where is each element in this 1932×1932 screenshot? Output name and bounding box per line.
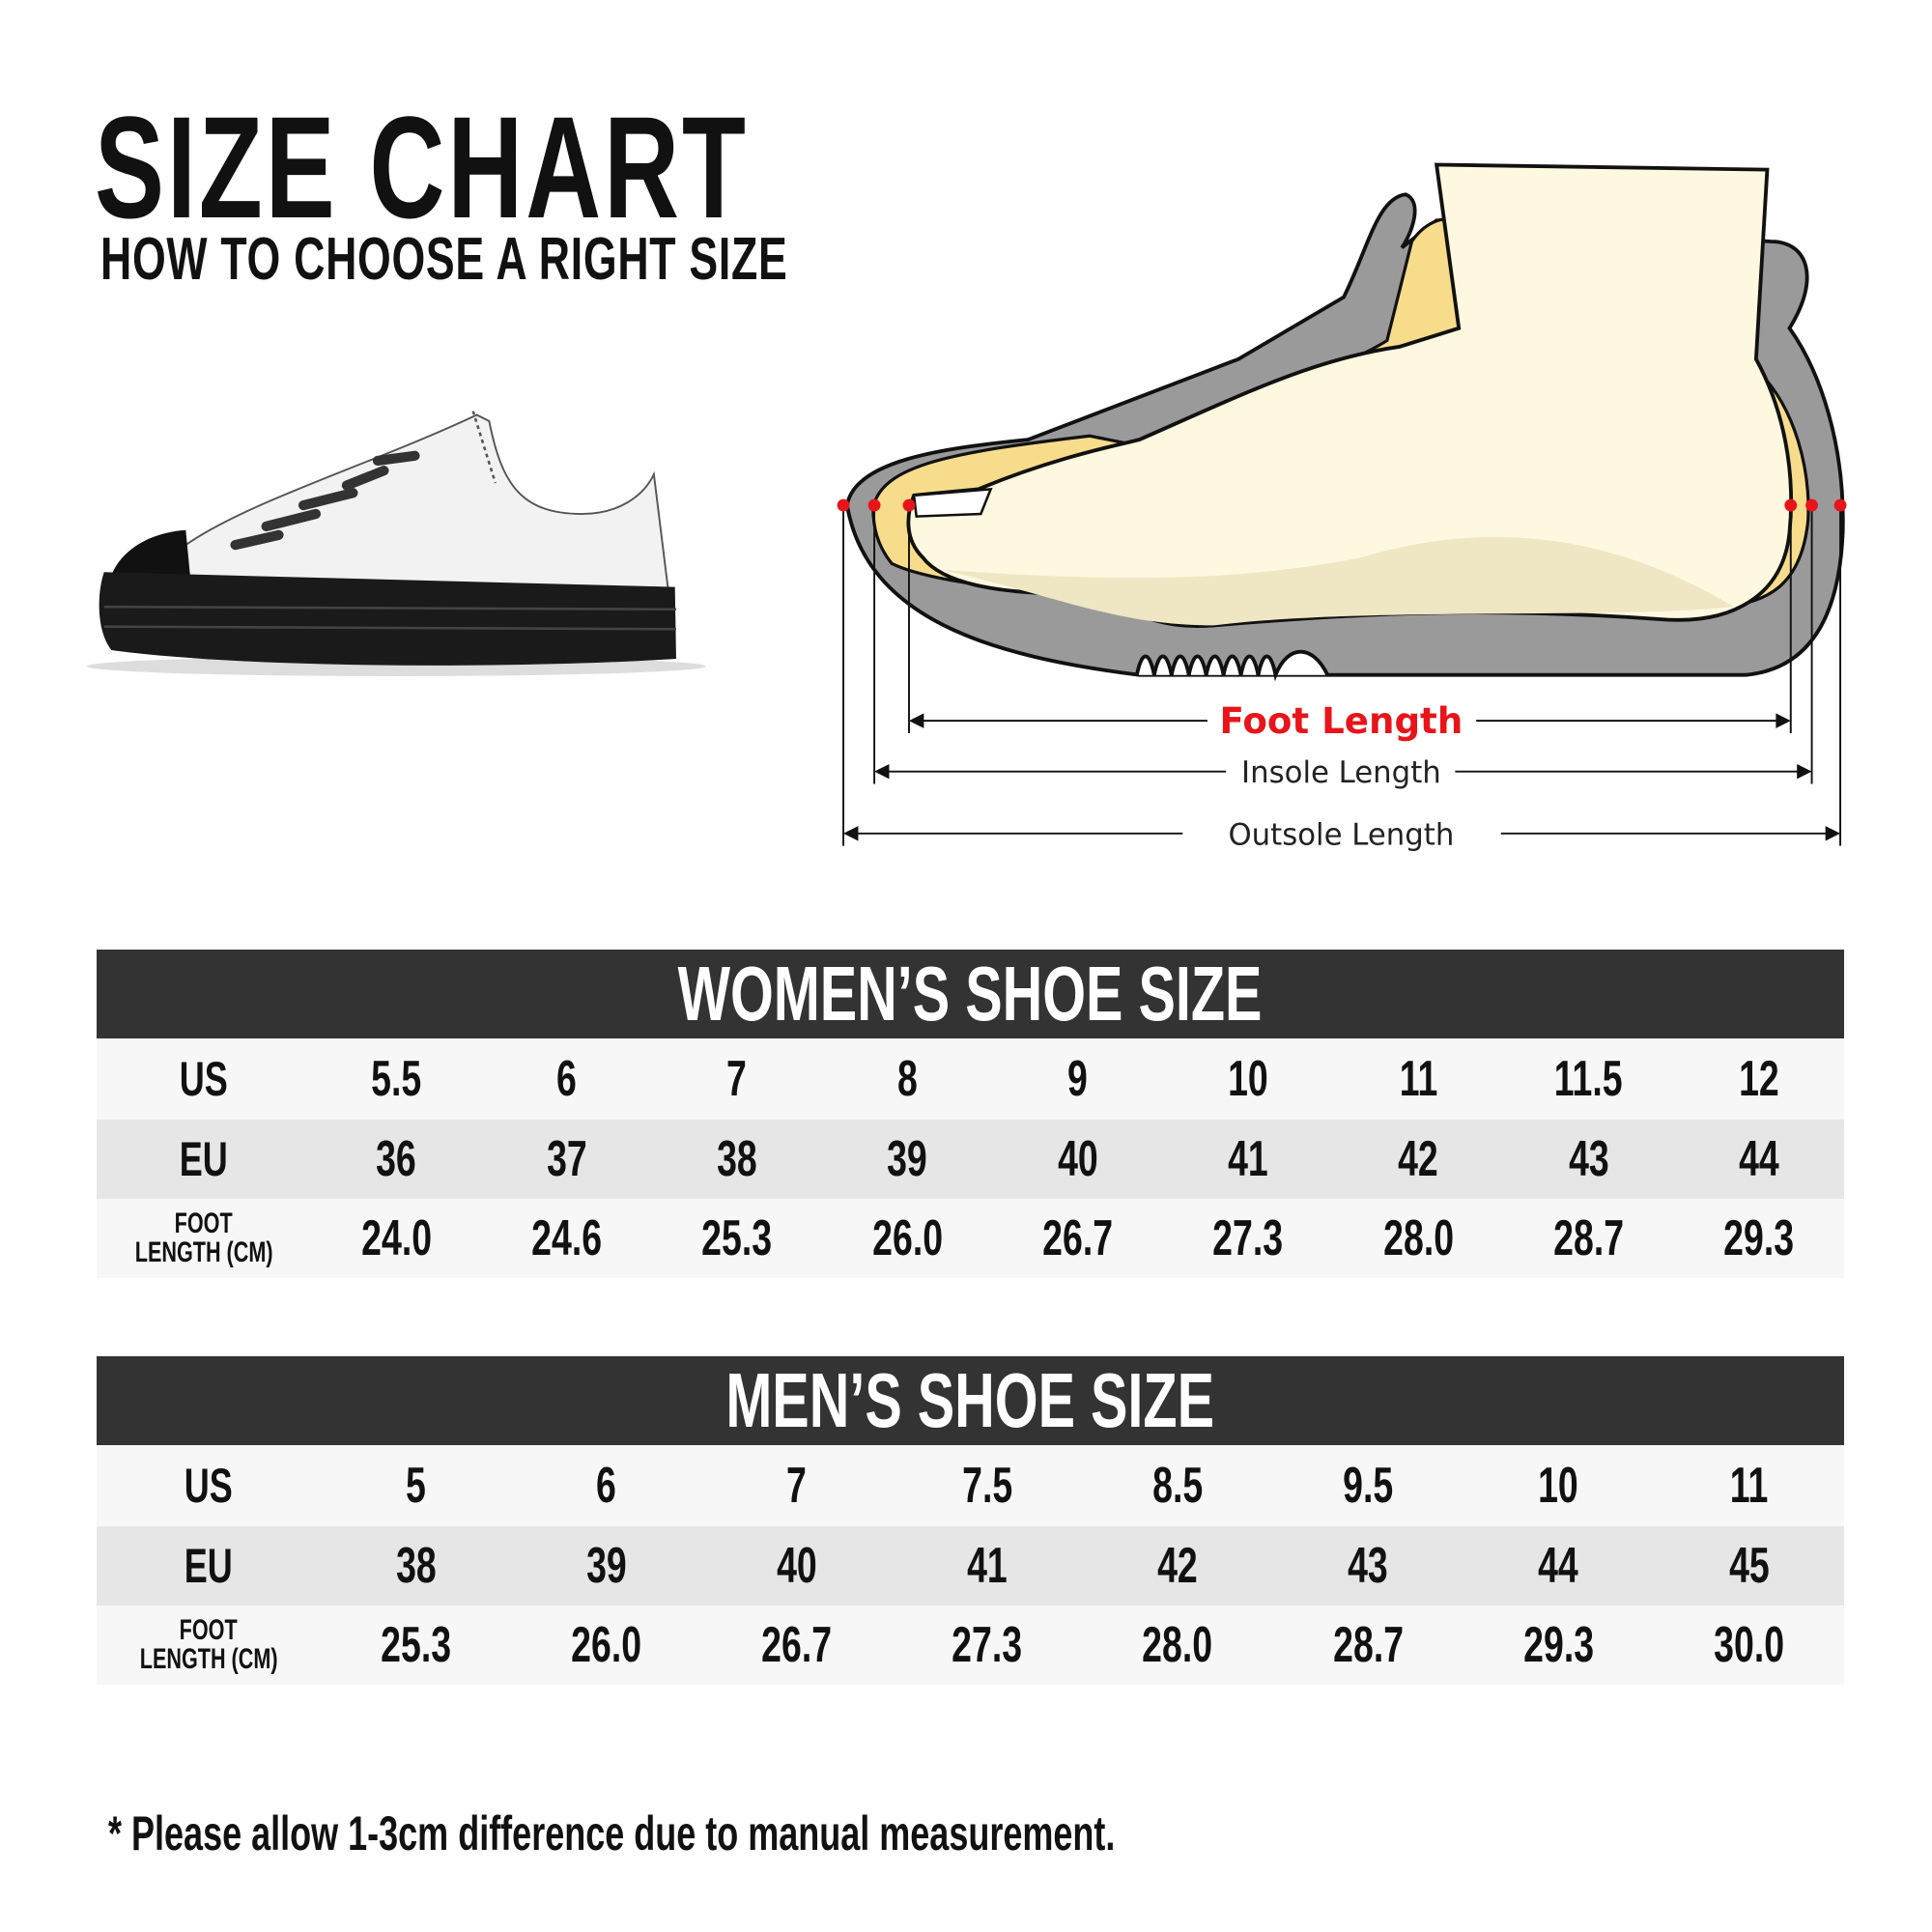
cell: 6 <box>556 1051 577 1107</box>
women-table-title: WOMEN’S SHOE SIZE <box>97 950 1844 1038</box>
cell: 11 <box>1399 1051 1437 1107</box>
row-label-eu: EU <box>179 1132 229 1186</box>
table-row-foot-length: FOOT LENGTH (CM) 25.3 26.0 26.7 27.3 28.0… <box>97 1605 1844 1685</box>
cell: 44 <box>1738 1131 1779 1187</box>
cell: 10 <box>1538 1458 1579 1514</box>
row-label-us: US <box>179 1052 229 1106</box>
cell: 40 <box>776 1538 817 1594</box>
cell: 26.0 <box>571 1617 642 1673</box>
table-row-eu: EU 36 37 38 39 40 41 42 43 44 <box>97 1120 1844 1199</box>
foot-length-label: Foot Length <box>1220 699 1463 742</box>
row-label-foot-length: FOOT LENGTH (CM) <box>139 1614 278 1675</box>
cell: 10 <box>1227 1051 1268 1107</box>
cell: 12 <box>1738 1051 1779 1107</box>
cell: 6 <box>596 1458 617 1514</box>
insole-length-label: Insole Length <box>1241 755 1441 790</box>
cell: 25.3 <box>381 1617 452 1673</box>
tread <box>1134 649 1330 682</box>
cell: 27.3 <box>1212 1210 1284 1266</box>
foot-shape <box>906 162 1793 629</box>
cell: 24.0 <box>360 1210 432 1266</box>
cell: 43 <box>1348 1538 1389 1594</box>
page-title: SIZE CHART <box>95 86 749 248</box>
cell: 30.0 <box>1713 1617 1784 1673</box>
cell: 11 <box>1729 1458 1769 1514</box>
cell: 45 <box>1728 1538 1770 1594</box>
cell: 8 <box>896 1051 918 1107</box>
cell: 7.5 <box>961 1458 1012 1514</box>
cell: 43 <box>1568 1131 1609 1187</box>
table-row-eu: EU 38 39 40 41 42 43 44 45 <box>97 1526 1844 1605</box>
measurement-guides <box>842 505 1842 846</box>
cell: 40 <box>1057 1131 1098 1187</box>
cell: 28.0 <box>1382 1210 1454 1266</box>
cell: 9.5 <box>1343 1458 1394 1514</box>
cell: 41 <box>1227 1131 1268 1187</box>
toenail <box>912 487 993 518</box>
cell: 24.6 <box>531 1210 602 1266</box>
cell: 28.0 <box>1142 1617 1213 1673</box>
cell: 28.7 <box>1553 1210 1624 1266</box>
cell: 5.5 <box>371 1051 422 1107</box>
cell: 26.7 <box>761 1617 833 1673</box>
men-table-title: MEN’S SHOE SIZE <box>97 1356 1844 1445</box>
cell: 42 <box>1398 1131 1438 1187</box>
cell: 38 <box>716 1131 757 1187</box>
cell: 26.7 <box>1042 1210 1113 1266</box>
cell: 42 <box>1157 1538 1198 1594</box>
men-size-table: MEN’S SHOE SIZE US 5 6 7 7.5 8.5 9.5 10 … <box>97 1356 1844 1685</box>
table-row-us: US 5 6 7 7.5 8.5 9.5 10 11 <box>97 1445 1844 1526</box>
women-size-table: WOMEN’S SHOE SIZE US 5.5 6 7 8 9 10 11 1… <box>97 950 1844 1278</box>
cell: 41 <box>967 1538 1008 1594</box>
cell: 9 <box>1067 1051 1088 1107</box>
cell: 7 <box>786 1458 808 1514</box>
cell: 39 <box>887 1131 927 1187</box>
row-label-foot-length: FOOT LENGTH (CM) <box>134 1208 273 1268</box>
cell: 39 <box>585 1538 627 1594</box>
cell: 28.7 <box>1332 1617 1404 1673</box>
table-row-us: US 5.5 6 7 8 9 10 11 11.5 12 <box>97 1038 1844 1120</box>
footnote: * Please allow 1-3cm difference due to m… <box>108 1806 1116 1861</box>
row-label-us: US <box>184 1459 234 1513</box>
cell: 44 <box>1538 1538 1579 1594</box>
row-label-eu: EU <box>184 1539 234 1593</box>
cell: 8.5 <box>1152 1458 1204 1514</box>
cell: 7 <box>726 1051 748 1107</box>
arrowheads <box>843 713 1841 841</box>
cell: 29.3 <box>1723 1210 1795 1266</box>
cell: 38 <box>395 1538 437 1594</box>
outsole-length-label: Outsole Length <box>1228 817 1454 852</box>
measurement-points <box>837 498 1847 512</box>
cell: 5 <box>406 1458 426 1514</box>
cell: 26.0 <box>871 1210 943 1266</box>
cell: 36 <box>376 1131 416 1187</box>
page-subtitle: HOW TO CHOOSE A RIGHT SIZE <box>100 226 788 293</box>
cell: 37 <box>546 1131 587 1187</box>
sneaker-image <box>86 411 706 676</box>
cell: 29.3 <box>1522 1617 1594 1673</box>
cell: 25.3 <box>701 1210 773 1266</box>
cell: 27.3 <box>952 1617 1023 1673</box>
cell: 11.5 <box>1554 1051 1623 1107</box>
table-row-foot-length: FOOT LENGTH (CM) 24.0 24.6 25.3 26.0 26.7… <box>97 1199 1844 1278</box>
